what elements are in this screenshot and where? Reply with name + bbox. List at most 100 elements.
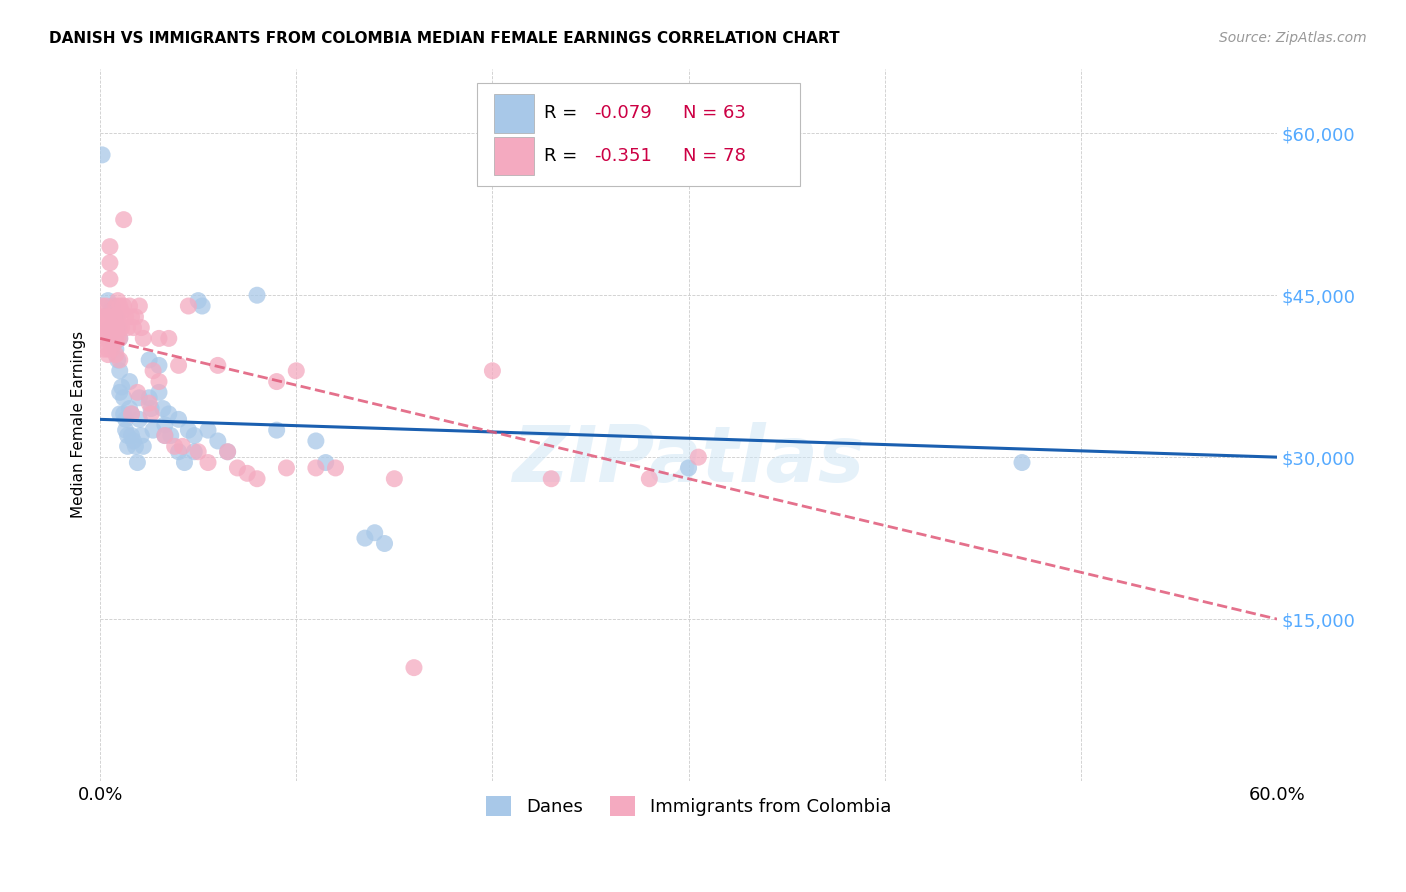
- Point: [107, 310, 129, 324]
- Point: [148, 385, 170, 400]
- Point: [163, 439, 186, 453]
- Point: [325, 461, 347, 475]
- Point: [93, 342, 115, 356]
- Point: [108, 353, 131, 368]
- Point: [177, 423, 200, 437]
- Point: [124, 310, 146, 324]
- Point: [98, 240, 121, 254]
- Point: [127, 456, 149, 470]
- Point: [373, 536, 395, 550]
- Point: [94, 310, 117, 324]
- Point: [305, 461, 328, 475]
- Point: [97, 331, 120, 345]
- Point: [112, 391, 135, 405]
- Point: [117, 439, 139, 453]
- Point: [107, 353, 129, 368]
- Text: DANISH VS IMMIGRANTS FROM COLOMBIA MEDIAN FEMALE EARNINGS CORRELATION CHART: DANISH VS IMMIGRANTS FROM COLOMBIA MEDIA…: [49, 31, 839, 46]
- Point: [108, 385, 131, 400]
- Point: [305, 434, 328, 448]
- Point: [111, 304, 134, 318]
- Point: [98, 310, 121, 324]
- Point: [276, 461, 298, 475]
- Point: [131, 320, 153, 334]
- Point: [148, 331, 170, 345]
- Point: [157, 331, 180, 345]
- Text: N = 63: N = 63: [683, 104, 745, 122]
- Point: [128, 299, 150, 313]
- Point: [207, 434, 229, 448]
- Point: [104, 299, 127, 313]
- Text: ZIPatlas: ZIPatlas: [512, 423, 865, 499]
- Point: [167, 359, 190, 373]
- Point: [97, 342, 120, 356]
- Point: [402, 660, 425, 674]
- Text: R =: R =: [544, 147, 583, 165]
- Point: [97, 293, 120, 308]
- Point: [111, 380, 134, 394]
- Point: [108, 299, 131, 313]
- Point: [236, 467, 259, 481]
- Point: [172, 439, 194, 453]
- Point: [197, 456, 219, 470]
- Point: [183, 428, 205, 442]
- Point: [159, 428, 181, 442]
- Point: [117, 428, 139, 442]
- Point: [142, 423, 165, 437]
- Text: -0.351: -0.351: [595, 147, 652, 165]
- Point: [191, 299, 214, 313]
- Point: [101, 320, 124, 334]
- Point: [148, 359, 170, 373]
- Point: [112, 299, 135, 313]
- Point: [108, 331, 131, 345]
- Point: [97, 320, 120, 334]
- Point: [94, 299, 117, 313]
- Point: [108, 407, 131, 421]
- Point: [104, 320, 127, 334]
- Point: [266, 423, 288, 437]
- Point: [101, 326, 124, 340]
- Point: [246, 288, 269, 302]
- Point: [688, 450, 710, 464]
- Point: [217, 444, 239, 458]
- Point: [139, 401, 162, 416]
- Point: [153, 428, 176, 442]
- Point: [107, 331, 129, 345]
- Point: [104, 310, 127, 324]
- Text: R =: R =: [544, 104, 583, 122]
- Point: [111, 320, 134, 334]
- Point: [177, 299, 200, 313]
- Point: [153, 428, 176, 442]
- Point: [152, 401, 174, 416]
- FancyBboxPatch shape: [495, 95, 534, 133]
- Point: [481, 364, 503, 378]
- Point: [114, 310, 136, 324]
- Text: N = 78: N = 78: [683, 147, 745, 165]
- Point: [138, 353, 160, 368]
- Point: [107, 293, 129, 308]
- Point: [97, 348, 120, 362]
- Point: [382, 472, 405, 486]
- Point: [121, 428, 143, 442]
- Point: [98, 304, 121, 318]
- Point: [103, 310, 125, 324]
- FancyBboxPatch shape: [477, 83, 800, 186]
- Text: -0.079: -0.079: [595, 104, 652, 122]
- Point: [98, 272, 121, 286]
- Point: [108, 331, 131, 345]
- Point: [127, 385, 149, 400]
- Point: [207, 359, 229, 373]
- Point: [173, 456, 195, 470]
- Point: [91, 148, 114, 162]
- Point: [117, 320, 139, 334]
- Point: [118, 401, 141, 416]
- Point: [108, 320, 131, 334]
- Point: [167, 444, 190, 458]
- Point: [114, 423, 136, 437]
- Point: [187, 444, 209, 458]
- Point: [122, 434, 145, 448]
- Point: [101, 331, 124, 345]
- Point: [98, 320, 121, 334]
- Point: [187, 293, 209, 308]
- Point: [157, 407, 180, 421]
- Point: [266, 375, 288, 389]
